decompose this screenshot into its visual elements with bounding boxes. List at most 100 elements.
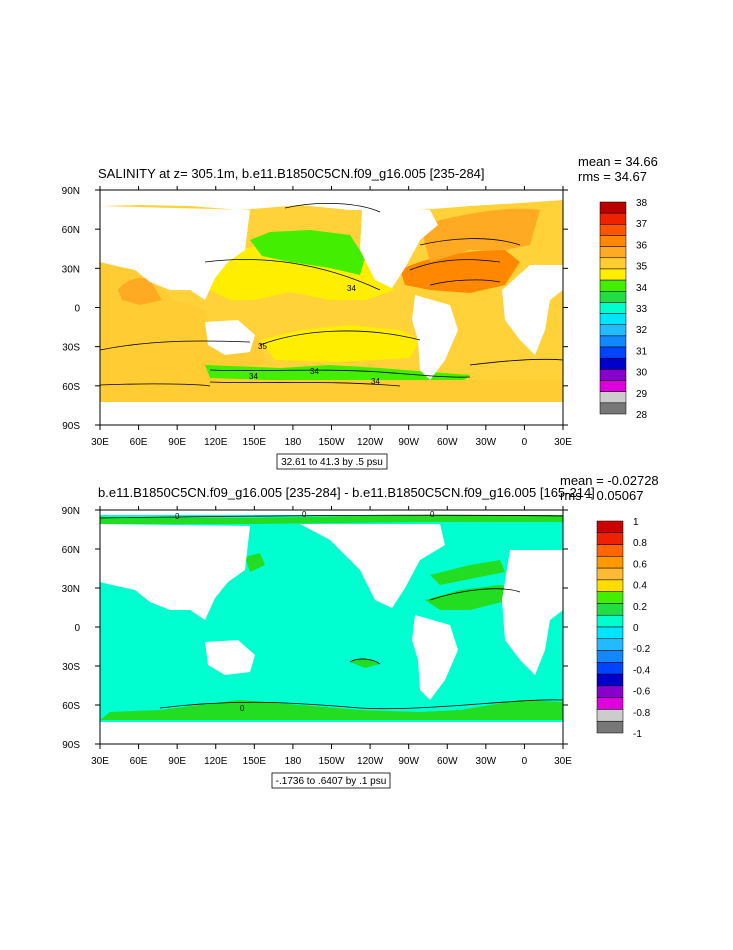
contour-label: 0 <box>430 510 435 519</box>
y-tick-label: 60S <box>62 701 80 712</box>
axes-salinity: 30E 60E 90E 120E 150E 180 150W 120W 90W 60W 30W 0 30… <box>62 186 572 448</box>
x-tick-label: 30E <box>554 437 572 448</box>
x-tick-label: 180 <box>285 437 302 448</box>
colorbar-label: 1 <box>633 517 639 528</box>
colorbar-swatch <box>596 614 624 628</box>
colorbar-swatch <box>596 532 624 545</box>
diff-positive-southern <box>100 700 563 720</box>
colorbar-label: 38 <box>636 198 648 209</box>
map-salinity: 34 35 34 34 34 <box>100 190 563 425</box>
land-africa <box>502 550 563 675</box>
range-label: -.1736 to .6407 by .1 psu <box>276 776 387 787</box>
colorbar-difference: 1 0.8 0.6 0.4 0.2 0 -0.2 -0.4 -0.6 -0.8 -1 <box>596 517 651 740</box>
x-tick-label: 90W <box>398 437 419 448</box>
contour-line <box>100 340 251 351</box>
x-tick-label: 0 <box>522 437 528 448</box>
colorbar-swatch <box>599 402 627 415</box>
x-tick-label: 120W <box>357 437 384 448</box>
panel-difference: b.e11.B1850C5CN.f09_g16.005 [235-284] - … <box>62 473 659 789</box>
y-tick-label: 60N <box>62 225 80 236</box>
contour-line <box>100 383 211 387</box>
land-antarctica <box>100 722 563 744</box>
contour-label: 0 <box>240 704 245 713</box>
colorbar-swatch <box>596 567 624 581</box>
contour-label: 34 <box>249 372 258 381</box>
land-eurasia <box>100 524 250 620</box>
axes-difference: 30E 60E 90E 120E 150E 180 150W 120W 90W 60W 30W 0 30… <box>62 506 572 767</box>
contour-line <box>409 259 501 271</box>
diff-positive-atlantic <box>425 585 520 610</box>
diff-positive-subpolar <box>430 560 505 585</box>
diff-positive-okhotsk <box>245 553 265 572</box>
colorbar-label: -0.8 <box>633 708 651 719</box>
x-tick-label: 60E <box>130 756 148 767</box>
y-tick-label: 0 <box>74 623 80 634</box>
x-tick-label: 30E <box>91 756 109 767</box>
y-tick-label: 0 <box>74 304 80 315</box>
colorbar-label: 31 <box>636 346 648 357</box>
colorbar-label: -0.2 <box>633 644 651 655</box>
colorbar-swatch <box>596 544 624 557</box>
colorbar-label: -0.4 <box>633 665 651 676</box>
contours-difference <box>100 514 563 710</box>
y-tick-label: 30S <box>62 662 80 673</box>
land-australia <box>205 320 255 355</box>
colorbar-swatch <box>599 291 627 303</box>
x-tick-label: 60W <box>437 756 458 767</box>
colorbar-swatch <box>596 579 624 592</box>
land-antarctica <box>100 402 563 425</box>
y-tick-label: 60S <box>62 382 80 393</box>
colorbar-salinity: 38 37 36 35 34 33 32 31 30 29 28 <box>599 198 648 421</box>
colorbar-swatch <box>596 709 624 722</box>
x-tick-label: 30W <box>476 756 497 767</box>
colorbar-swatch <box>599 235 627 247</box>
colorbar-swatch <box>599 380 627 392</box>
colorbar-swatch <box>599 357 627 370</box>
colorbar-swatch <box>596 638 624 651</box>
colorbar-swatch <box>596 556 624 569</box>
colorbar-label: 0.6 <box>633 559 647 570</box>
contour-line <box>100 514 563 519</box>
x-tick-label: 30W <box>476 437 497 448</box>
colorbar-label: 34 <box>636 283 648 294</box>
x-tick-label: 90W <box>398 756 419 767</box>
y-tick-label: 30S <box>62 343 80 354</box>
y-tick-label: 30N <box>62 264 80 275</box>
colorbar-label: 32 <box>636 325 648 336</box>
colorbar-swatch <box>596 673 624 687</box>
panel-salinity: SALINITY at z= 305.1m, b.e11.B1850C5CN.f… <box>62 154 658 470</box>
x-tick-label: 150W <box>318 437 345 448</box>
x-tick-label: 180 <box>285 756 302 767</box>
range-label: 32.61 to 41.3 by .5 psu <box>281 457 383 468</box>
colorbar-swatch <box>596 650 624 663</box>
x-tick-label: 120E <box>204 756 228 767</box>
x-tick-label: 30E <box>554 756 572 767</box>
colorbar-label: -1 <box>633 729 642 740</box>
contour-label: 34 <box>310 367 319 376</box>
x-tick-label: 120W <box>357 756 384 767</box>
contour-label: 35 <box>258 342 267 351</box>
x-tick-label: 60E <box>130 437 148 448</box>
x-tick-label: 30E <box>91 437 109 448</box>
colorbar-swatch <box>596 720 624 734</box>
contour-label: 0 <box>302 510 307 519</box>
contour-line <box>204 259 381 291</box>
x-tick-label: 90E <box>168 756 186 767</box>
y-tick-label: 60N <box>62 545 80 556</box>
colorbar-label: 28 <box>636 410 648 421</box>
colorbar-swatch <box>599 369 627 381</box>
map-difference: 0 0 0 0 <box>100 510 563 744</box>
colorbar-swatch <box>599 335 627 348</box>
land-north-america <box>360 210 438 288</box>
colorbar-swatch <box>599 246 627 259</box>
colorbar-label: 0.8 <box>633 538 647 549</box>
contour-line <box>429 279 501 286</box>
contour-line <box>259 330 421 346</box>
mean-difference: mean = -0.02728 <box>560 473 659 488</box>
contours-salinity <box>100 202 563 387</box>
range-box <box>271 772 391 789</box>
land-arctic <box>100 510 563 515</box>
colorbar-label: 35 <box>636 262 648 273</box>
contour-line <box>209 369 471 378</box>
